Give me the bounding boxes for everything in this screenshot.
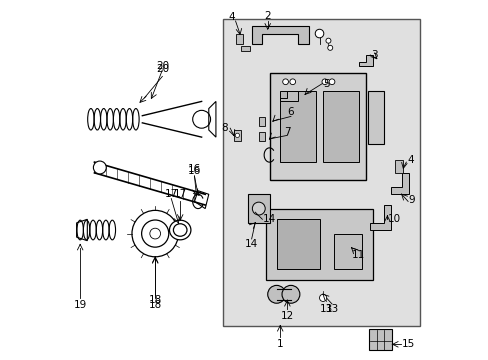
Text: 4: 4 xyxy=(406,156,413,165)
Text: 18: 18 xyxy=(148,300,162,310)
FancyBboxPatch shape xyxy=(367,91,383,144)
Text: 8: 8 xyxy=(221,123,228,133)
Text: 5: 5 xyxy=(323,78,329,89)
Circle shape xyxy=(142,220,168,247)
Bar xyxy=(258,117,264,126)
Circle shape xyxy=(315,29,323,38)
Bar xyxy=(394,160,403,173)
Text: 19: 19 xyxy=(73,300,87,310)
Text: 16: 16 xyxy=(187,166,201,176)
Text: 17: 17 xyxy=(164,189,178,199)
Text: 15: 15 xyxy=(401,339,414,349)
FancyBboxPatch shape xyxy=(323,91,358,162)
Bar xyxy=(241,46,249,51)
Text: 14: 14 xyxy=(263,214,276,224)
FancyBboxPatch shape xyxy=(368,329,391,350)
Text: 10: 10 xyxy=(386,214,400,224)
Circle shape xyxy=(327,45,332,50)
FancyBboxPatch shape xyxy=(269,73,365,180)
Circle shape xyxy=(325,38,330,43)
Text: 17: 17 xyxy=(173,189,186,199)
FancyBboxPatch shape xyxy=(333,234,362,269)
Bar xyxy=(235,33,242,44)
FancyBboxPatch shape xyxy=(276,219,319,269)
Circle shape xyxy=(93,161,106,174)
Text: 13: 13 xyxy=(319,303,333,314)
Text: 13: 13 xyxy=(325,303,338,314)
Circle shape xyxy=(267,285,285,303)
Circle shape xyxy=(319,294,326,301)
Text: 18: 18 xyxy=(148,295,162,305)
Text: 2: 2 xyxy=(264,11,270,21)
Text: 9: 9 xyxy=(408,195,415,204)
FancyBboxPatch shape xyxy=(223,19,419,327)
Bar xyxy=(233,130,241,141)
Polygon shape xyxy=(390,173,408,194)
Text: 4: 4 xyxy=(228,13,235,22)
Polygon shape xyxy=(358,55,372,66)
Text: 1: 1 xyxy=(276,339,283,349)
Text: 20: 20 xyxy=(156,64,168,74)
Bar xyxy=(258,132,264,141)
Circle shape xyxy=(282,285,299,303)
FancyBboxPatch shape xyxy=(280,91,315,162)
Circle shape xyxy=(149,228,160,239)
Circle shape xyxy=(328,79,334,85)
Polygon shape xyxy=(280,91,298,102)
Text: 6: 6 xyxy=(287,107,294,117)
Circle shape xyxy=(282,79,288,85)
Text: 7: 7 xyxy=(284,127,290,137)
Circle shape xyxy=(235,133,239,138)
Circle shape xyxy=(289,79,295,85)
Text: 3: 3 xyxy=(370,50,377,60)
Text: 16: 16 xyxy=(187,164,201,174)
Polygon shape xyxy=(251,26,308,44)
Ellipse shape xyxy=(169,220,190,240)
Circle shape xyxy=(252,202,264,215)
Text: 14: 14 xyxy=(244,239,258,249)
Circle shape xyxy=(322,79,327,85)
Polygon shape xyxy=(369,205,390,230)
FancyBboxPatch shape xyxy=(265,208,372,280)
FancyBboxPatch shape xyxy=(247,194,269,223)
Circle shape xyxy=(192,111,210,128)
Text: 20: 20 xyxy=(156,61,168,71)
Text: 11: 11 xyxy=(351,250,365,260)
Circle shape xyxy=(132,210,178,257)
Text: 12: 12 xyxy=(280,311,293,321)
